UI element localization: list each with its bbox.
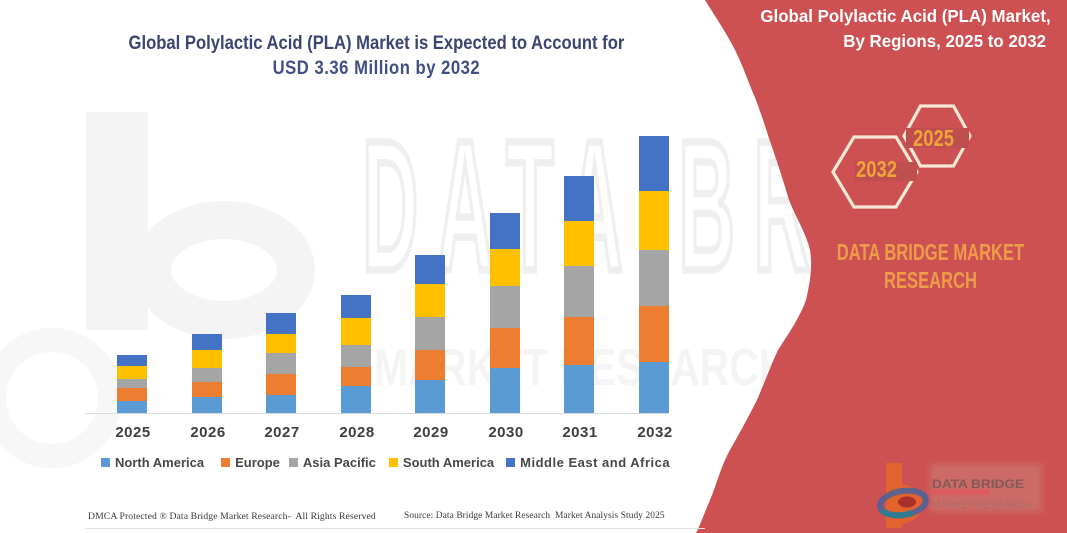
svg-text:MARKET RESEARCH: MARKET RESEARCH [932, 500, 1032, 510]
svg-text:DATA BRIDGE: DATA BRIDGE [932, 477, 1024, 491]
